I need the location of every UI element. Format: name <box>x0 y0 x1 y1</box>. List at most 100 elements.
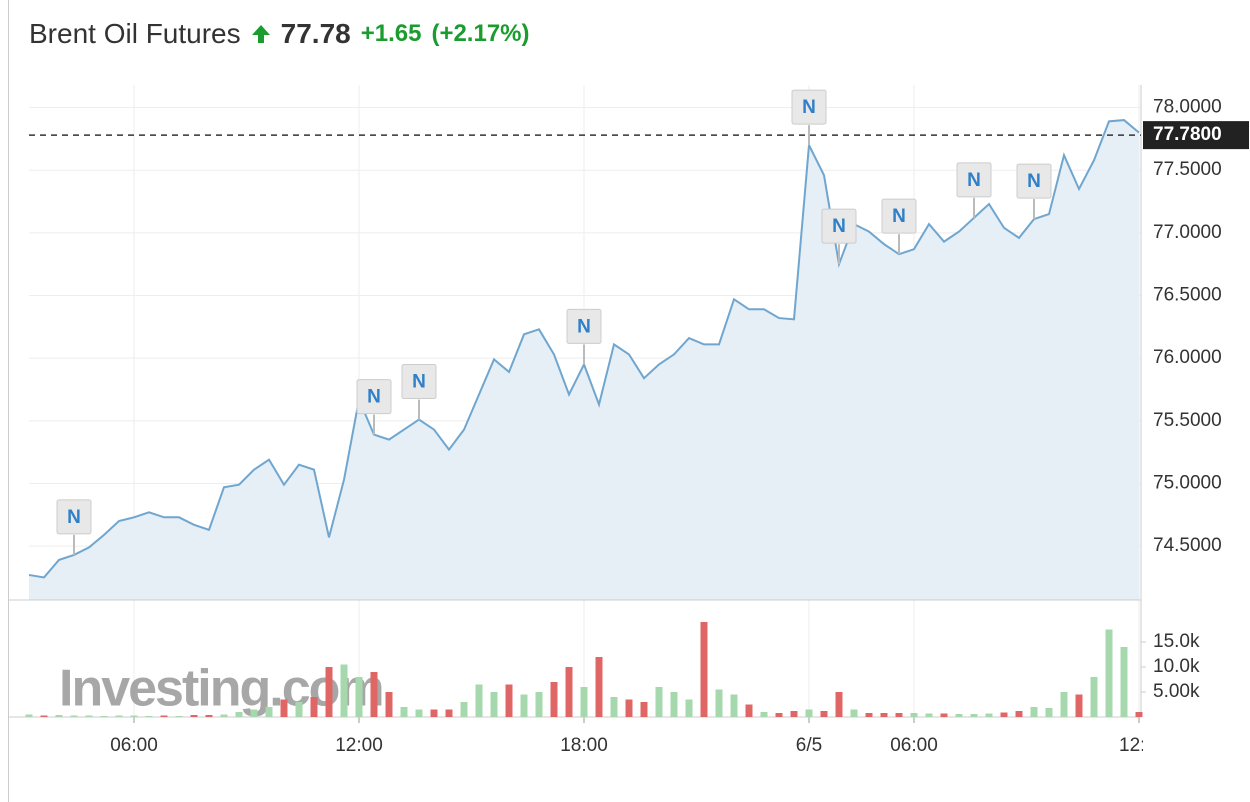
volume-bar <box>895 713 903 717</box>
volume-bar <box>580 687 588 717</box>
volume-bar <box>55 715 63 717</box>
volume-bar <box>985 713 993 717</box>
volume-bar <box>535 692 543 717</box>
up-arrow <box>251 23 271 45</box>
volume-bar <box>520 694 528 717</box>
volume-bar <box>865 713 873 717</box>
volume-bar <box>370 672 378 717</box>
volume-bar <box>910 713 918 717</box>
volume-bar <box>745 704 753 717</box>
volume-bar <box>1045 708 1053 717</box>
volume-bar <box>100 716 108 717</box>
volume-bar <box>850 709 858 717</box>
volume-bar <box>790 711 798 717</box>
y-tick-label: 76.5000 <box>1153 285 1222 306</box>
last-price: 77.78 <box>280 18 351 49</box>
volume-bar <box>730 694 738 717</box>
volume-bar <box>625 699 633 717</box>
volume-bar <box>115 715 123 717</box>
news-label: N <box>1027 171 1041 192</box>
news-box <box>356 379 392 415</box>
news-box <box>1016 163 1052 199</box>
news-box <box>791 89 827 125</box>
volume-bar <box>1135 712 1143 717</box>
volume-tick-label: 5.00k <box>1153 681 1200 702</box>
volume-bar <box>1000 712 1008 717</box>
volume-bar <box>835 692 843 717</box>
volume-bar <box>70 715 78 717</box>
volume-bar <box>175 716 183 717</box>
volume-bar <box>610 697 618 717</box>
news-box <box>566 308 602 344</box>
change-percent: (+2.17%) <box>431 20 530 47</box>
y-tick-label: 76.0000 <box>1153 347 1222 368</box>
volume-bar <box>190 715 198 717</box>
title: Brent Oil Futures <box>29 18 241 49</box>
volume-bar <box>445 709 453 717</box>
watermark: Investing.com <box>59 660 383 718</box>
volume-bar <box>655 687 663 717</box>
x-tick-label: 18:00 <box>560 735 608 756</box>
volume-bar <box>205 715 213 717</box>
volume-bar <box>355 677 363 717</box>
header: Brent Oil Futures 77.78 +1.65 (+2.17%) <box>29 14 530 54</box>
news-label: N <box>892 206 906 227</box>
volume-bar <box>145 716 153 717</box>
volume-bar <box>385 692 393 717</box>
price-tag <box>1143 121 1249 150</box>
news-label: N <box>412 372 426 393</box>
volume-bar <box>505 684 513 717</box>
volume-bar <box>490 692 498 717</box>
y-tick-label: 75.5000 <box>1153 410 1222 431</box>
volume-bar <box>640 702 648 717</box>
volume-bar <box>595 657 603 717</box>
volume-bar <box>970 714 978 717</box>
y-tick-label: 77.0000 <box>1153 222 1222 243</box>
volume-tick-label: 10.0k <box>1153 656 1200 677</box>
volume-bar <box>220 714 228 717</box>
volume-bar <box>250 709 258 717</box>
volume-bar <box>955 714 963 717</box>
x-tick-label: 06:00 <box>110 735 158 756</box>
news-label: N <box>367 387 381 408</box>
volume-bar <box>1030 707 1038 717</box>
volume-bar <box>400 707 408 717</box>
y-tick-label: 75.0000 <box>1153 472 1222 493</box>
volume-bar <box>760 712 768 717</box>
volume-bar <box>40 715 48 717</box>
volume-bar <box>325 667 333 717</box>
page: Brent Oil Futures 77.78 +1.65 (+2.17%) 7… <box>8 0 1250 802</box>
volume-bar <box>430 709 438 717</box>
volume-tick-label: 15.0k <box>1153 631 1200 652</box>
volume-bar <box>1075 694 1083 717</box>
volume-bar <box>1015 711 1023 717</box>
news-label: N <box>802 97 816 118</box>
volume-bar <box>805 709 813 717</box>
news-label: N <box>577 316 591 337</box>
volume-bar <box>775 713 783 717</box>
news-label: N <box>67 507 81 528</box>
news-box <box>956 162 992 198</box>
x-tick-label: 12: <box>1119 735 1145 756</box>
volume-bar <box>340 664 348 717</box>
volume-bar <box>1105 629 1113 717</box>
change: +1.65 <box>360 20 422 47</box>
volume-bar <box>1090 677 1098 717</box>
volume-bar <box>550 682 558 717</box>
volume-bar <box>715 689 723 717</box>
volume-bar <box>310 697 318 717</box>
volume-bar <box>925 713 933 717</box>
news-box <box>56 499 92 535</box>
news-box <box>881 198 917 234</box>
volume-bar <box>1120 647 1128 717</box>
volume-bar <box>415 709 423 717</box>
volume-bar <box>475 684 483 717</box>
y-tick-label: 74.5000 <box>1153 535 1222 556</box>
volume-bar <box>685 699 693 717</box>
volume-bar <box>130 715 138 717</box>
news-box <box>401 364 437 400</box>
y-tick-label: 78.0000 <box>1153 97 1222 118</box>
volume-bar <box>670 692 678 717</box>
x-tick-label: 12:00 <box>335 735 383 756</box>
